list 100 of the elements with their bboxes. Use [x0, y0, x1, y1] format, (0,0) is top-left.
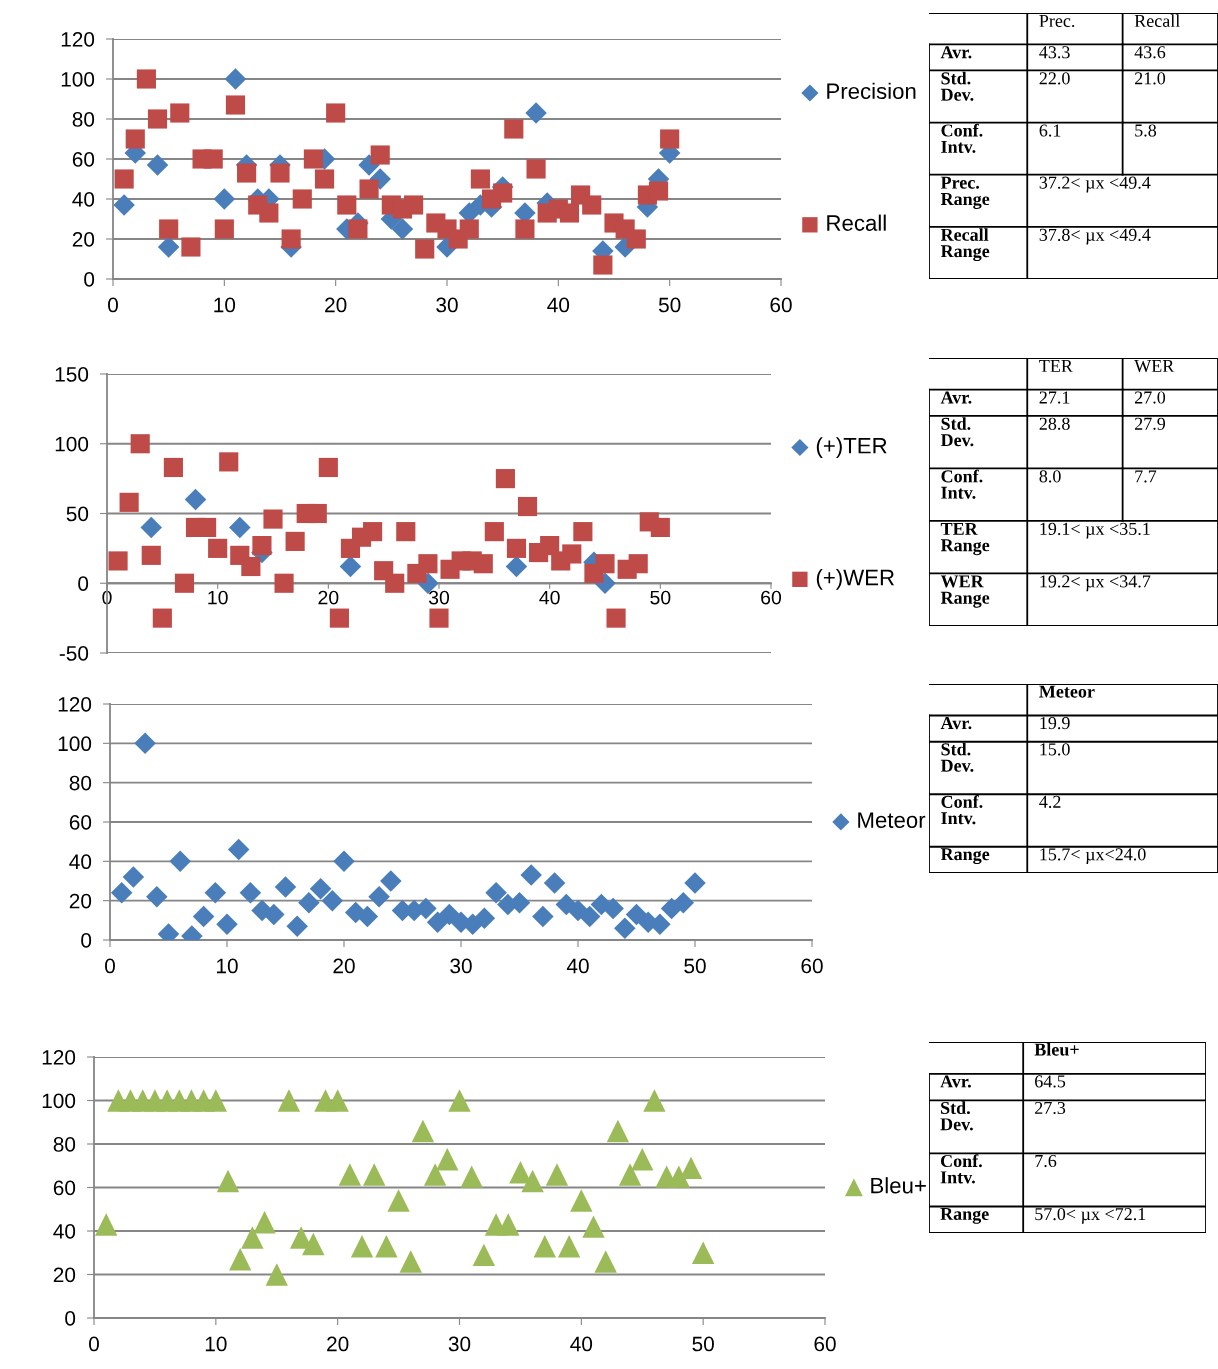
y-tick-label: 40 — [53, 1224, 76, 1239]
y-tick-label: 0 — [81, 933, 92, 948]
point — [252, 536, 272, 556]
category-label: Range — [940, 1207, 989, 1224]
legend-label: Recall — [827, 214, 886, 231]
point — [274, 876, 297, 898]
text: 64.5 — [1035, 1075, 1066, 1088]
point — [648, 181, 669, 201]
text: 28.8 — [1039, 417, 1070, 430]
category-label: Prec. — [1039, 15, 1075, 28]
text: 5.8 — [1135, 124, 1157, 137]
point — [543, 872, 566, 894]
point — [321, 889, 344, 912]
point — [224, 68, 247, 90]
x-tick-label: 10 — [208, 590, 228, 605]
point — [326, 103, 346, 123]
point — [526, 159, 546, 179]
point — [181, 237, 201, 257]
category-label: TER Range — [940, 522, 990, 556]
point — [387, 1189, 410, 1212]
point — [263, 509, 283, 529]
point — [525, 102, 547, 124]
point — [125, 129, 145, 149]
point — [270, 163, 290, 183]
x-tick-label: 20 — [318, 590, 339, 605]
point — [473, 907, 496, 930]
point — [227, 838, 250, 861]
point — [286, 915, 308, 937]
category-label: Conf. Intv. — [941, 795, 983, 825]
point — [134, 732, 156, 755]
x-tick-label: 20 — [325, 297, 347, 313]
point — [495, 469, 515, 489]
point — [140, 516, 163, 539]
point — [436, 1148, 459, 1171]
point — [418, 554, 438, 574]
point — [159, 219, 179, 239]
point — [203, 149, 223, 169]
point — [333, 850, 355, 873]
y-tick-label: 20 — [72, 232, 95, 247]
y-tick-label: 60 — [69, 815, 92, 830]
point — [174, 573, 195, 593]
point — [557, 1235, 581, 1258]
point — [157, 236, 180, 258]
text: 43.6 — [1134, 46, 1166, 59]
point — [438, 903, 461, 926]
text: 15.7< µx<24.0 — [1040, 848, 1146, 865]
point — [470, 169, 490, 189]
point — [113, 194, 135, 216]
point — [411, 1119, 435, 1143]
category-label: WER — [1134, 360, 1175, 373]
point — [208, 538, 228, 558]
point — [141, 545, 161, 565]
text: 22.0 — [1039, 72, 1070, 85]
x-tick-label: 0 — [105, 958, 115, 974]
text: 37.2< µx <49.4 — [1039, 176, 1151, 193]
point — [415, 239, 435, 259]
point — [241, 556, 261, 577]
point — [460, 1165, 483, 1188]
legend-label: Meteor — [858, 812, 926, 828]
text: 43.3 — [1039, 46, 1070, 59]
x-tick-label: 40 — [539, 590, 560, 605]
point — [660, 129, 680, 149]
category-label: WER Range — [940, 575, 990, 608]
y-tick-label: 0 — [65, 1311, 76, 1326]
point — [368, 885, 390, 908]
y-tick-label: 100 — [55, 436, 89, 452]
x-tick-label: 0 — [108, 297, 118, 313]
x-tick-label: 60 — [801, 958, 823, 974]
x-tick-label: 50 — [684, 958, 706, 974]
x-tick-label: 10 — [214, 297, 236, 313]
point — [602, 897, 624, 920]
point — [169, 850, 191, 873]
category-label: Std. Dev. — [940, 417, 974, 447]
y-tick-label: 40 — [69, 854, 92, 870]
category-label: Std. Dev. — [940, 1101, 973, 1131]
point — [493, 183, 513, 203]
point — [606, 1119, 630, 1143]
point — [380, 870, 402, 892]
point — [540, 536, 560, 556]
point — [506, 538, 527, 558]
y-tick-label: 60 — [72, 152, 95, 167]
y-tick-label: 0 — [78, 576, 89, 591]
category-label: Std. Dev. — [940, 71, 974, 101]
y-tick-label: -50 — [59, 646, 89, 661]
y-tick-label: 120 — [58, 697, 92, 712]
point — [204, 1089, 228, 1112]
point — [263, 903, 285, 926]
point — [618, 1163, 642, 1186]
point — [214, 219, 234, 239]
point — [396, 522, 416, 542]
text: 4.2 — [1039, 795, 1061, 808]
point — [94, 1213, 118, 1236]
point — [281, 229, 301, 249]
point — [521, 1169, 544, 1193]
point — [114, 169, 134, 189]
category-label: Conf. Intv. — [940, 1154, 982, 1184]
x-tick-label: 20 — [333, 958, 355, 974]
point — [448, 1089, 471, 1112]
point — [348, 219, 368, 239]
point — [628, 554, 648, 574]
